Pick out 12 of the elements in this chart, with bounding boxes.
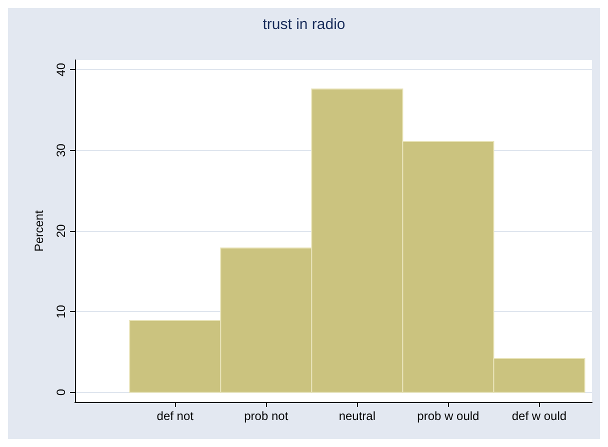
y-tick-label: 0	[54, 388, 68, 396]
x-tick-label: def not	[156, 409, 194, 423]
y-tick-label: 20	[54, 224, 68, 238]
x-tick-label: prob not	[244, 409, 289, 423]
x-tick-label: neutral	[338, 409, 376, 423]
y-tick-label: 10	[54, 304, 68, 318]
y-tick-label: 40	[54, 62, 68, 76]
y-tick-label: 30	[54, 143, 68, 158]
x-tick-label: def w ould	[512, 409, 567, 423]
x-tick-label: prob w ould	[417, 409, 480, 423]
chart-title: trust in radio	[262, 16, 346, 33]
y-axis-title: Percent	[32, 210, 46, 252]
